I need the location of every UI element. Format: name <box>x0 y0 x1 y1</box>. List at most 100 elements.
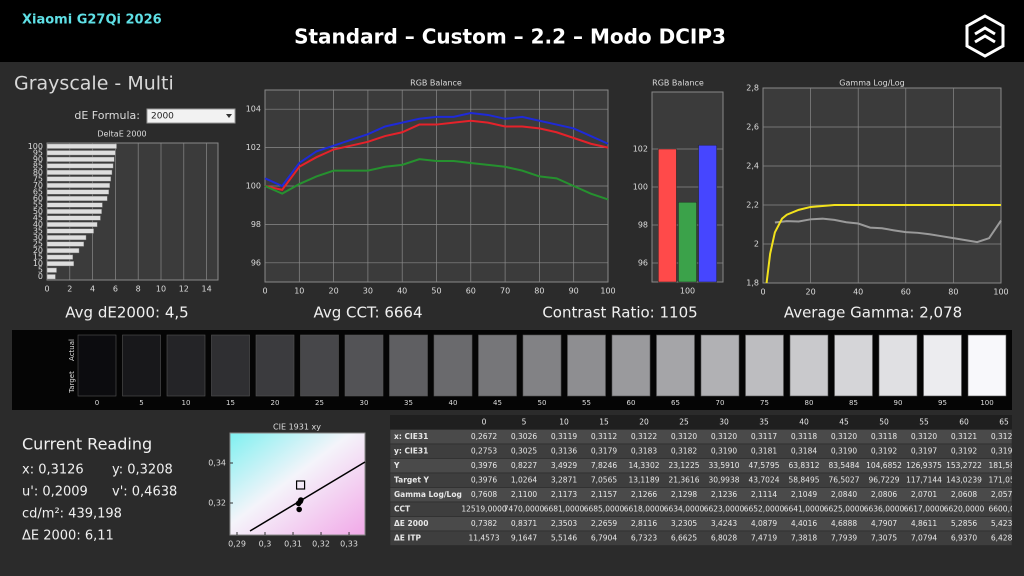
y-tick-label: 95 <box>33 148 43 157</box>
table-cell: 0,3976 <box>471 461 497 470</box>
swatch-label: 95 <box>938 399 947 407</box>
swatch-label: 40 <box>449 399 458 407</box>
bar <box>46 143 117 149</box>
y-tick-label: 100 <box>633 183 648 192</box>
chart-title: DeltaE 2000 <box>97 130 146 139</box>
dropdown-box[interactable] <box>146 108 236 124</box>
table-cell: 4,0879 <box>751 519 777 528</box>
x-tick-label: 0 <box>760 288 765 297</box>
y-tick-label: 15 <box>33 253 43 262</box>
summary-avg-cct: Avg CCT: 6664 <box>313 304 422 322</box>
table-cell: 6618,0000 <box>624 504 665 513</box>
table-cell: 6685,0000 <box>584 504 625 513</box>
formula-dropdown[interactable]: 2000 <box>146 108 236 124</box>
table-cell: 0,3123 <box>991 432 1017 441</box>
table-cell: 7,0565 <box>591 475 617 484</box>
swatch <box>611 334 651 397</box>
y-tick-label: 98 <box>638 221 648 230</box>
reading-luminance: cd/m²: 439,198 <box>22 507 122 522</box>
planckian-locus <box>249 461 366 532</box>
bar <box>46 267 57 273</box>
table-cell: 7,4719 <box>751 533 777 542</box>
table-cell: 0,3120 <box>671 432 697 441</box>
swatch <box>344 334 384 397</box>
swatch-label: 80 <box>805 399 814 407</box>
series-line <box>264 112 609 188</box>
x-tick-label: 70 <box>500 287 510 296</box>
row-label: ΔE ITP <box>394 533 421 542</box>
x-tick-label: 20 <box>806 288 816 297</box>
swatch <box>834 334 873 397</box>
swatch <box>433 334 473 397</box>
bar <box>46 215 101 221</box>
row-label: Gamma Log/Log <box>394 490 462 499</box>
bar <box>46 189 110 195</box>
chart-title: RGB Balance <box>652 79 704 88</box>
table-cell: 7,0794 <box>911 533 937 542</box>
y-tick-label: 25 <box>33 240 43 249</box>
x-tick-label: 20 <box>329 287 339 296</box>
x-tick-label: 0 <box>44 285 49 294</box>
table-cell: 3,4243 <box>711 519 737 528</box>
column-header: 10 <box>559 417 569 426</box>
series-line <box>774 217 1002 244</box>
table-cell: 0,3181 <box>751 446 777 455</box>
chart-title: Gamma Log/Log <box>839 79 904 88</box>
table-cell: 6,6625 <box>671 533 697 542</box>
table-cell: 181,587 <box>988 461 1019 470</box>
swatch <box>300 334 339 397</box>
y-tick-label: 85 <box>33 161 43 170</box>
y-tick-label: 2,4 <box>746 162 759 171</box>
swatch-label: 50 <box>538 399 547 407</box>
table-cell: 4,4016 <box>791 519 817 528</box>
dropdown-value[interactable]: 2000 <box>151 112 174 122</box>
table-cell: 2,0840 <box>831 490 857 499</box>
bar <box>678 201 697 283</box>
table-cell: 76,5027 <box>828 475 859 484</box>
x-tick-label: 8 <box>136 285 141 294</box>
table-cell: 6681,0000 <box>544 504 585 513</box>
formula-label: dE Formula: <box>74 109 140 122</box>
table-cell: 6,7323 <box>631 533 657 542</box>
row-label: CCT <box>394 504 411 513</box>
table-cell: 2,1100 <box>511 490 537 499</box>
table-cell: 0,3195 <box>991 446 1017 455</box>
table-cell: 0,7608 <box>471 490 497 499</box>
swatch-label: 0 <box>95 399 99 407</box>
row-label: x: CIE31 <box>394 432 428 441</box>
swatch <box>700 334 740 397</box>
swatch-label: 100 <box>980 399 993 407</box>
y-tick-label: 100 <box>28 142 43 151</box>
y-tick-label: 0 <box>38 272 43 281</box>
dropdown-arrow[interactable] <box>226 114 232 118</box>
y-tick-label: 98 <box>251 220 261 229</box>
data-table: 0 5 10 15 20 25 30 35 40 45 50 55 60 65 x: CIE31 0,2672… <box>390 415 1019 546</box>
x-tick-label: 0,33 <box>340 540 358 549</box>
cie-marks <box>295 480 306 513</box>
table-cell: 0,7382 <box>471 519 497 528</box>
swatch <box>255 334 295 397</box>
bar <box>46 195 108 201</box>
swatch-label: 25 <box>315 399 324 407</box>
swatch-label: 85 <box>849 399 858 407</box>
series-line <box>264 158 609 201</box>
table-cell: 1,0264 <box>511 475 537 484</box>
swatch <box>211 334 250 397</box>
x-tick-label: 0,32 <box>312 540 330 549</box>
y-tick-label: 5 <box>38 266 43 275</box>
swatch <box>389 334 428 397</box>
table-cell: 2,0608 <box>951 490 977 499</box>
y-tick-label: 100 <box>246 182 261 191</box>
table-cell: 63,8312 <box>788 461 819 470</box>
column-header: 30 <box>719 417 729 426</box>
x-tick-label: 60 <box>901 288 911 297</box>
swatch <box>789 334 829 397</box>
column-header: 55 <box>919 417 929 426</box>
swatch-label: 10 <box>182 399 191 407</box>
y-tick-label: 50 <box>33 207 43 216</box>
bar <box>46 176 112 182</box>
table-cell: 6,8028 <box>711 533 737 542</box>
chart-title: CIE 1931 xy <box>273 423 321 432</box>
plot-area <box>229 432 366 536</box>
